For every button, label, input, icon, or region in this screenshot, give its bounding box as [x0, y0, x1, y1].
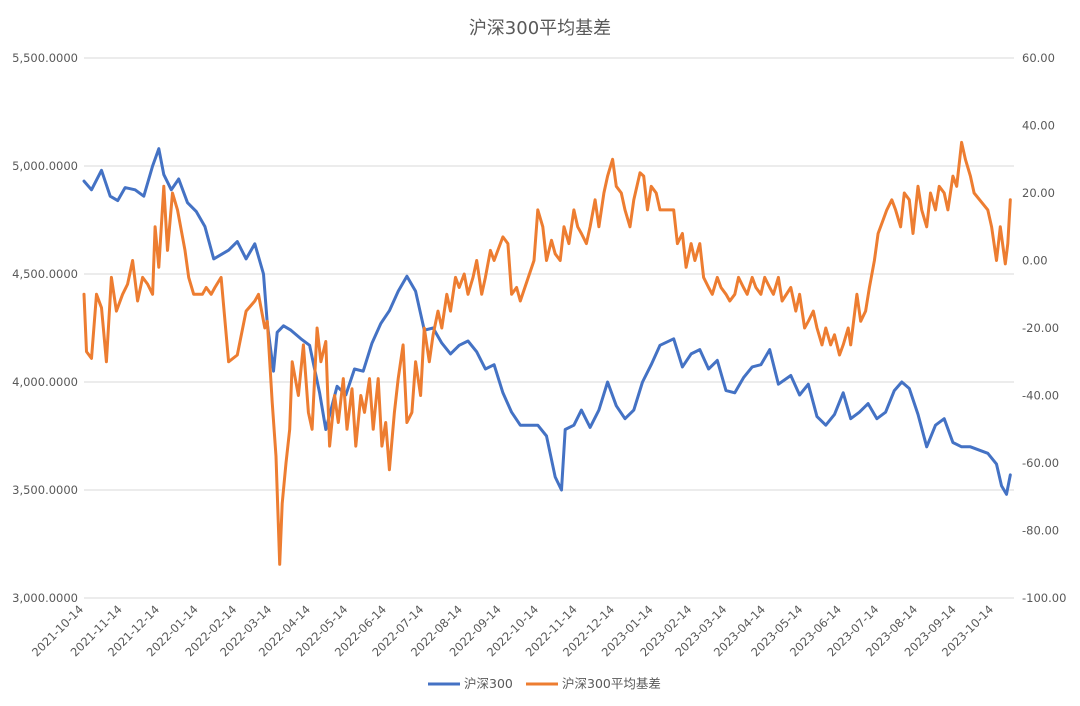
y-right-tick-label: -100.00: [1022, 591, 1066, 605]
y-right-tick-label: -40.00: [1022, 389, 1059, 403]
y-left-tick-label: 5,000.0000: [12, 159, 78, 173]
y-left-tick-label: 3,000.0000: [12, 591, 78, 605]
series-line-hs300: [82, 147, 1012, 496]
x-axis: 2021-10-142021-11-142021-12-142022-01-14…: [29, 597, 1014, 659]
y-right-tick-label: 20.00: [1022, 186, 1055, 200]
series-lines: [82, 140, 1012, 566]
y-right-tick-label: 40.00: [1022, 119, 1055, 133]
y-right-tick-label: -60.00: [1022, 456, 1059, 470]
y-right-tick-label: -20.00: [1022, 321, 1059, 335]
y-right-tick-label: 0.00: [1022, 254, 1048, 268]
left-y-axis: 3,000.0000 3,500.0000 4,000.0000 4,500.0000…: [12, 51, 78, 605]
gridlines: [84, 57, 1014, 599]
legend: 沪深300 沪深300平均基差: [428, 676, 661, 691]
y-right-tick-label: -80.00: [1022, 524, 1059, 538]
y-left-tick-label: 5,500.0000: [12, 51, 78, 65]
series-line-basis: [82, 140, 1012, 566]
y-left-tick-label: 3,500.0000: [12, 483, 78, 497]
legend-label-basis: 沪深300平均基差: [562, 676, 661, 691]
right-y-axis: -100.00 -80.00 -60.00 -40.00 -20.00 0.00 20.00…: [1022, 51, 1066, 605]
legend-label-hs300: 沪深300: [464, 676, 513, 691]
chart-title: 沪深300平均基差: [469, 18, 611, 39]
y-left-tick-label: 4,500.0000: [12, 267, 78, 281]
y-right-tick-label: 60.00: [1022, 51, 1055, 65]
y-left-tick-label: 4,000.0000: [12, 375, 78, 389]
